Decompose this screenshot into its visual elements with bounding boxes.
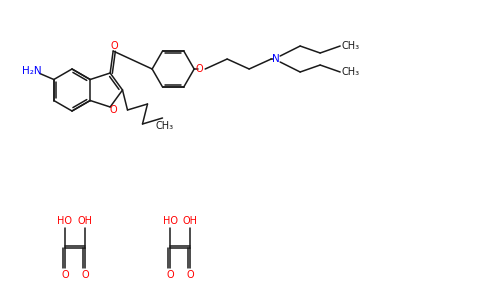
Text: OH: OH <box>182 216 197 226</box>
Text: N: N <box>272 54 280 64</box>
Text: CH₃: CH₃ <box>341 67 359 77</box>
Text: O: O <box>109 105 117 115</box>
Text: O: O <box>186 270 194 280</box>
Text: O: O <box>61 270 69 280</box>
Text: O: O <box>196 64 203 74</box>
Text: O: O <box>81 270 89 280</box>
Text: HO: HO <box>58 216 73 226</box>
Text: O: O <box>110 41 118 51</box>
Text: H₂N: H₂N <box>22 67 42 76</box>
Text: HO: HO <box>163 216 178 226</box>
Text: O: O <box>166 270 174 280</box>
Text: CH₃: CH₃ <box>341 41 359 51</box>
Text: CH₃: CH₃ <box>155 121 174 131</box>
Text: OH: OH <box>77 216 92 226</box>
